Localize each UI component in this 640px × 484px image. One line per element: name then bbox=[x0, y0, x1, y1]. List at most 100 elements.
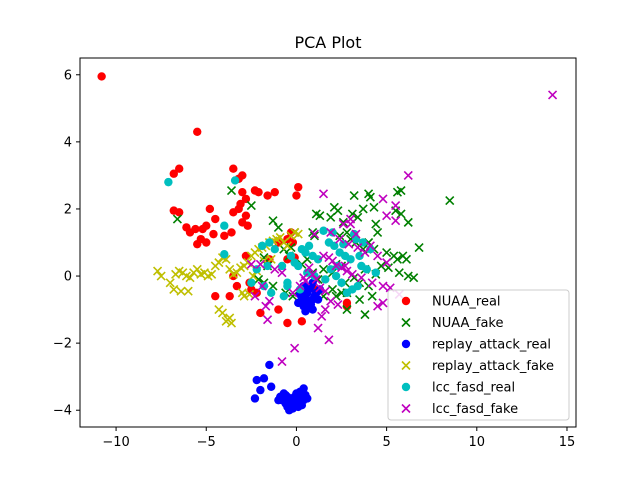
point-lcc_fasd_fake-10 bbox=[351, 229, 361, 239]
point-lcc_fasd_real-12 bbox=[294, 261, 303, 271]
point-replay_attack_fake-20 bbox=[232, 268, 242, 278]
point-lcc_fasd_real-28 bbox=[371, 268, 380, 277]
point-replay_attack_real-22 bbox=[297, 400, 307, 410]
point-lcc_fasd_fake-50 bbox=[246, 259, 256, 269]
point-replay_attack_real-3 bbox=[256, 385, 265, 395]
point-NUAA_fake-16 bbox=[349, 190, 359, 201]
point-NUAA_real-33 bbox=[202, 238, 211, 247]
point-replay_attack_real-28 bbox=[286, 394, 296, 403]
point-NUAA_fake-65 bbox=[259, 253, 269, 263]
point-lcc_fasd_fake-2 bbox=[318, 189, 329, 199]
point-lcc_fasd_fake-7 bbox=[391, 216, 401, 226]
point-replay_attack_real-20 bbox=[285, 406, 294, 415]
point-NUAA_fake-14 bbox=[353, 212, 363, 222]
point-lcc_fasd_real-15 bbox=[304, 241, 314, 251]
point-replay_attack_fake-37 bbox=[293, 229, 303, 239]
y-tick-label-3: 2 bbox=[64, 202, 72, 217]
point-NUAA_real-52 bbox=[297, 317, 307, 326]
legend-label-lcc_fasd_real: lcc_fasd_real bbox=[432, 381, 515, 396]
point-replay_attack_fake-0 bbox=[152, 266, 163, 276]
plot-frame bbox=[79, 57, 577, 428]
point-lcc_fasd_fake-52 bbox=[277, 268, 287, 278]
point-lcc_fasd_real-20 bbox=[330, 241, 339, 251]
point-NUAA_real-34 bbox=[193, 239, 202, 249]
point-lcc_fasd_real-35 bbox=[326, 265, 335, 274]
point-lcc_fasd_fake-34 bbox=[333, 299, 343, 310]
point-lcc_fasd_fake-53 bbox=[373, 301, 383, 311]
legend: NUAA_real NUAA_fake replay_attack_realrepl… bbox=[387, 289, 570, 421]
series-replay_attack_fake bbox=[152, 227, 303, 328]
legend-label-replay_attack_fake: replay_attack_fake bbox=[432, 359, 554, 374]
point-replay_attack_real-49 bbox=[301, 307, 310, 316]
point-NUAA_fake-19 bbox=[369, 202, 379, 212]
point-replay_attack_real-47 bbox=[308, 305, 317, 314]
point-lcc_fasd_real-7 bbox=[270, 245, 279, 254]
point-lcc_fasd_fake-9 bbox=[345, 219, 356, 229]
point-NUAA_fake-59 bbox=[288, 291, 298, 301]
point-lcc_fasd_fake-14 bbox=[365, 241, 375, 251]
point-replay_attack_real-0 bbox=[265, 360, 274, 370]
point-lcc_fasd_fake-19 bbox=[331, 261, 341, 271]
point-lcc_fasd_fake-6 bbox=[382, 211, 392, 221]
point-replay_attack_real-26 bbox=[295, 387, 305, 396]
point-lcc_fasd_fake-11 bbox=[335, 234, 345, 244]
point-NUAA_fake-26 bbox=[403, 217, 413, 227]
point-NUAA_fake-80 bbox=[342, 305, 352, 315]
point-lcc_fasd_fake-29 bbox=[308, 269, 318, 279]
point-lcc_fasd_fake-0 bbox=[547, 90, 558, 100]
point-replay_attack_real-48 bbox=[294, 298, 303, 308]
point-lcc_fasd_fake-13 bbox=[353, 242, 363, 253]
point-lcc_fasd_real-42 bbox=[266, 288, 276, 298]
point-NUAA_real-4 bbox=[229, 164, 238, 173]
series-replay_attack_real bbox=[250, 278, 325, 415]
point-NUAA_fake-52 bbox=[354, 294, 365, 305]
point-lcc_fasd_fake-25 bbox=[378, 281, 388, 291]
point-lcc_fasd_real-26 bbox=[362, 265, 371, 274]
point-lcc_fasd_fake-15 bbox=[360, 247, 370, 258]
point-lcc_fasd_fake-21 bbox=[342, 266, 352, 276]
point-lcc_fasd_fake-47 bbox=[257, 281, 267, 291]
legend-marker-NUAA_fake bbox=[401, 317, 411, 328]
legend-label-NUAA_fake: NUAA_fake bbox=[432, 316, 504, 331]
point-replay_attack_fake-47 bbox=[239, 291, 249, 301]
point-lcc_fasd_real-8 bbox=[277, 261, 287, 271]
point-lcc_fasd_real-5 bbox=[257, 241, 267, 251]
point-NUAA_fake-79 bbox=[360, 310, 370, 320]
x-tick-label-1: −5 bbox=[197, 435, 216, 450]
x-tick-label-4: 10 bbox=[469, 435, 486, 450]
point-lcc_fasd_fake-5 bbox=[391, 201, 401, 211]
point-lcc_fasd_fake-58 bbox=[309, 229, 320, 239]
point-NUAA_real-25 bbox=[243, 221, 252, 230]
point-lcc_fasd_real-47 bbox=[355, 251, 364, 261]
point-lcc_fasd_fake-12 bbox=[344, 239, 354, 249]
point-replay_attack_fake-2 bbox=[165, 278, 175, 288]
point-lcc_fasd_fake-45 bbox=[264, 296, 274, 306]
point-lcc_fasd_real-39 bbox=[328, 228, 337, 237]
point-lcc_fasd_real-40 bbox=[283, 281, 292, 291]
point-lcc_fasd_fake-3 bbox=[378, 194, 388, 204]
chart-title: PCA Plot bbox=[294, 33, 361, 52]
point-NUAA_real-14 bbox=[241, 194, 251, 204]
legend-marker-NUAA_real bbox=[401, 296, 411, 306]
point-NUAA_fake-0 bbox=[226, 185, 237, 196]
point-NUAA_fake-63 bbox=[253, 274, 264, 284]
point-replay_attack_real-5 bbox=[266, 382, 276, 391]
point-lcc_fasd_fake-56 bbox=[382, 258, 392, 268]
point-NUAA_real-9 bbox=[263, 191, 272, 200]
point-replay_attack_fake-15 bbox=[214, 258, 224, 268]
point-replay_attack_fake-34 bbox=[282, 241, 292, 251]
point-NUAA_real-1 bbox=[193, 127, 202, 136]
point-lcc_fasd_real-3 bbox=[220, 250, 229, 259]
point-lcc_fasd_fake-43 bbox=[295, 281, 305, 291]
point-replay_attack_fake-18 bbox=[225, 264, 235, 274]
point-lcc_fasd_real-43 bbox=[263, 261, 272, 271]
point-lcc_fasd_fake-59 bbox=[326, 227, 336, 238]
point-replay_attack_fake-40 bbox=[183, 286, 193, 296]
point-lcc_fasd_fake-48 bbox=[250, 291, 260, 301]
point-replay_attack_real-4 bbox=[250, 394, 260, 403]
point-NUAA_real-49 bbox=[256, 308, 265, 318]
y-tick-label-0: −4 bbox=[53, 404, 72, 419]
point-NUAA_fake-51 bbox=[367, 291, 377, 301]
point-NUAA_fake-6 bbox=[309, 231, 320, 241]
